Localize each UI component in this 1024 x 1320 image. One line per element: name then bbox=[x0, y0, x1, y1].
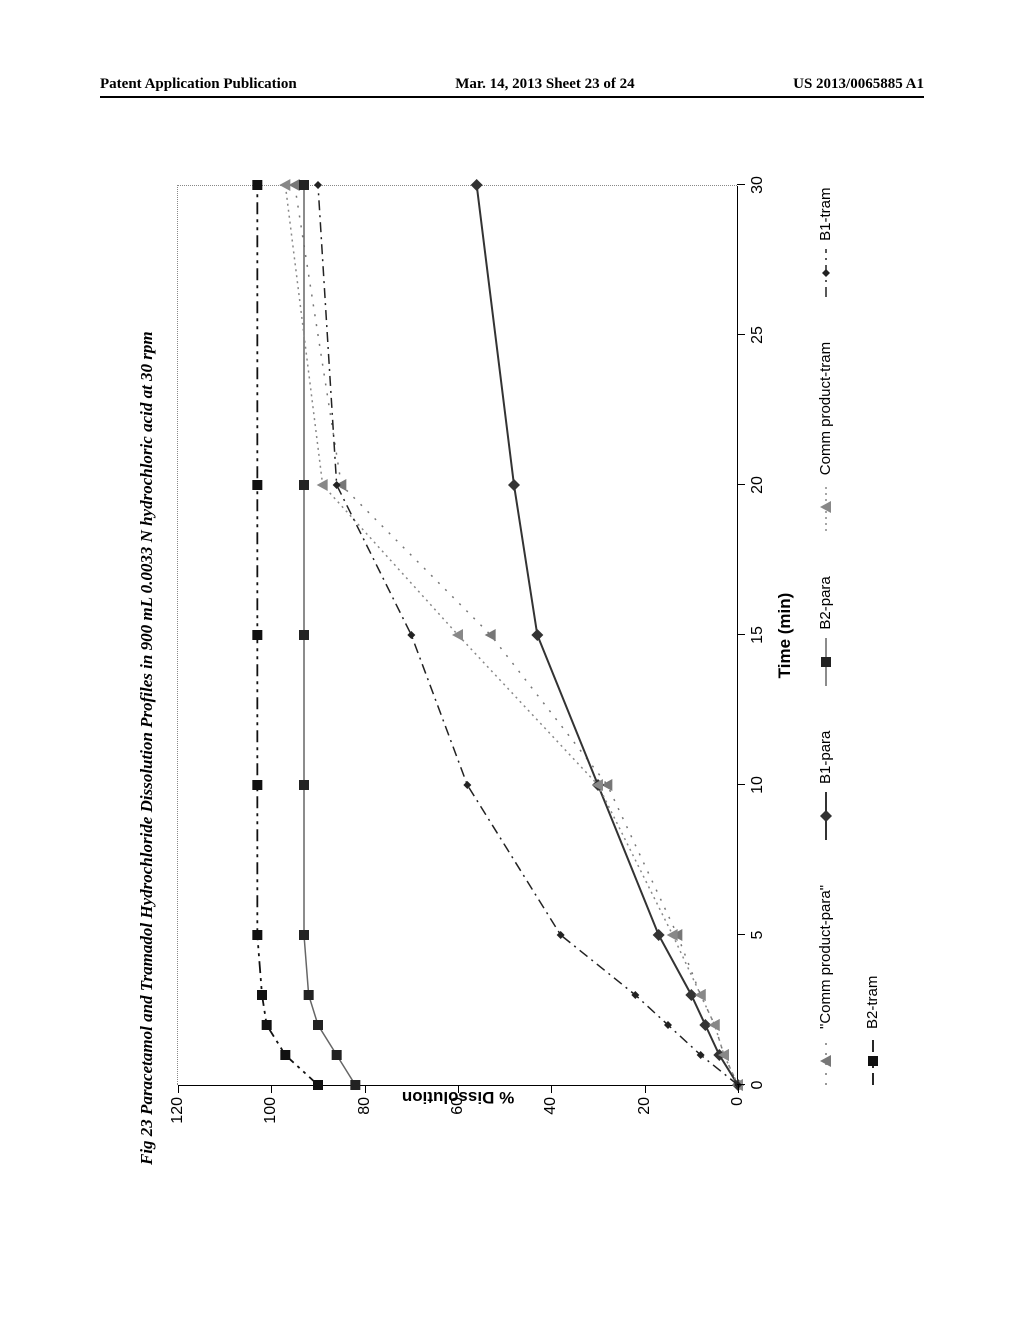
legend-label: B1-para bbox=[817, 731, 834, 784]
y-tick bbox=[738, 1085, 739, 1093]
series-marker-comm-tram bbox=[709, 1019, 720, 1031]
series-line-b1-tram bbox=[318, 185, 738, 1085]
series-line-comm-tram bbox=[285, 185, 738, 1085]
y-tick bbox=[178, 1085, 179, 1093]
series-marker-b2-para bbox=[332, 1050, 342, 1060]
legend-label: B2-tram bbox=[864, 976, 881, 1029]
legend-swatch bbox=[818, 638, 834, 686]
x-tick bbox=[737, 484, 745, 485]
series-marker-b2-tram bbox=[252, 930, 262, 940]
series-marker-b1-tram bbox=[407, 631, 415, 639]
series-marker-comm-tram bbox=[279, 179, 290, 191]
y-tick bbox=[365, 1085, 366, 1093]
x-tick-label: 0 bbox=[749, 1081, 767, 1090]
legend-item-comm-tram: Comm product-tram bbox=[817, 342, 834, 531]
series-line-b2-para bbox=[304, 185, 355, 1085]
x-axis-title: Time (min) bbox=[775, 593, 795, 679]
legend: "Comm product-para" B1-para B2-para Comm pr… bbox=[797, 185, 881, 1085]
y-tick bbox=[458, 1085, 459, 1093]
series-marker-b2-tram bbox=[313, 1080, 323, 1090]
plot-area: % Dissolution Time (min) 020406080100120… bbox=[177, 185, 737, 1085]
series-marker-b2-para bbox=[299, 930, 309, 940]
series-marker-b1-tram bbox=[333, 481, 341, 489]
series-marker-b1-para bbox=[531, 629, 543, 641]
legend-swatch bbox=[818, 1037, 834, 1085]
series-marker-comm-tram bbox=[667, 929, 678, 941]
series-marker-b2-tram bbox=[252, 780, 262, 790]
y-tick-label: 80 bbox=[356, 1097, 374, 1115]
y-tick-label: 20 bbox=[636, 1097, 654, 1115]
legend-item-b1-para: B1-para bbox=[817, 731, 834, 840]
legend-label: "Comm product-para" bbox=[817, 885, 834, 1029]
y-tick-label: 0 bbox=[729, 1097, 747, 1106]
series-marker-b1-tram bbox=[314, 181, 322, 189]
legend-label: Comm product-tram bbox=[817, 342, 834, 475]
series-marker-b2-para bbox=[299, 180, 309, 190]
series-svg bbox=[178, 186, 737, 1085]
series-marker-b2-tram bbox=[257, 990, 267, 1000]
x-tick bbox=[737, 634, 745, 635]
x-tick-label: 10 bbox=[749, 776, 767, 794]
y-tick-label: 60 bbox=[449, 1097, 467, 1115]
series-marker-comm-tram bbox=[317, 479, 328, 491]
x-tick bbox=[737, 334, 745, 335]
x-tick-label: 5 bbox=[749, 931, 767, 940]
y-tick bbox=[551, 1085, 552, 1093]
x-tick-label: 20 bbox=[749, 476, 767, 494]
series-marker-b2-tram bbox=[252, 630, 262, 640]
series-marker-b2-para bbox=[313, 1020, 323, 1030]
legend-item-b2-para: B2-para bbox=[817, 576, 834, 685]
series-marker-b2-para bbox=[299, 630, 309, 640]
series-marker-b1-para bbox=[471, 179, 483, 191]
x-tick bbox=[737, 934, 745, 935]
series-marker-b2-tram bbox=[280, 1050, 290, 1060]
series-marker-b2-tram bbox=[252, 480, 262, 490]
y-tick-label: 100 bbox=[262, 1097, 280, 1124]
series-marker-comm-tram bbox=[695, 989, 706, 1001]
series-marker-b2-para bbox=[304, 990, 314, 1000]
series-marker-b1-tram bbox=[463, 781, 471, 789]
legend-label: B1-tram bbox=[817, 188, 834, 241]
x-tick bbox=[737, 784, 745, 785]
rotated-figure: Fig 23 Paracetamol and Tramadol Hydrochl… bbox=[137, 75, 887, 1175]
x-tick bbox=[737, 184, 745, 185]
series-marker-b1-para bbox=[508, 479, 520, 491]
legend-swatch bbox=[818, 249, 834, 297]
x-tick bbox=[737, 1084, 745, 1085]
y-tick bbox=[645, 1085, 646, 1093]
legend-item-b1-tram: B1-tram bbox=[817, 188, 834, 297]
x-tick-label: 30 bbox=[749, 176, 767, 194]
series-line-b1-para bbox=[477, 185, 738, 1085]
legend-swatch bbox=[865, 1037, 881, 1085]
series-marker-comm-tram bbox=[452, 629, 463, 641]
legend-item-b2-tram: B2-tram bbox=[864, 976, 881, 1085]
figure-caption: Fig 23 Paracetamol and Tramadol Hydrochl… bbox=[137, 75, 157, 1175]
y-tick-label: 120 bbox=[169, 1097, 187, 1124]
legend-label: B2-para bbox=[817, 576, 834, 629]
series-marker-b2-para bbox=[299, 780, 309, 790]
series-line-comm-para bbox=[295, 185, 738, 1085]
series-marker-b2-tram bbox=[252, 180, 262, 190]
series-marker-comm-para bbox=[485, 629, 496, 641]
x-tick-label: 15 bbox=[749, 626, 767, 644]
legend-swatch bbox=[818, 483, 834, 531]
series-marker-b1-para bbox=[653, 929, 665, 941]
series-marker-b2-para bbox=[350, 1080, 360, 1090]
series-marker-b2-tram bbox=[262, 1020, 272, 1030]
y-tick bbox=[271, 1085, 272, 1093]
series-marker-b2-para bbox=[299, 480, 309, 490]
legend-item-comm-para: "Comm product-para" bbox=[817, 885, 834, 1085]
x-axis-line bbox=[737, 186, 738, 1085]
x-tick-label: 25 bbox=[749, 326, 767, 344]
y-tick-label: 40 bbox=[542, 1097, 560, 1115]
legend-swatch bbox=[818, 792, 834, 840]
